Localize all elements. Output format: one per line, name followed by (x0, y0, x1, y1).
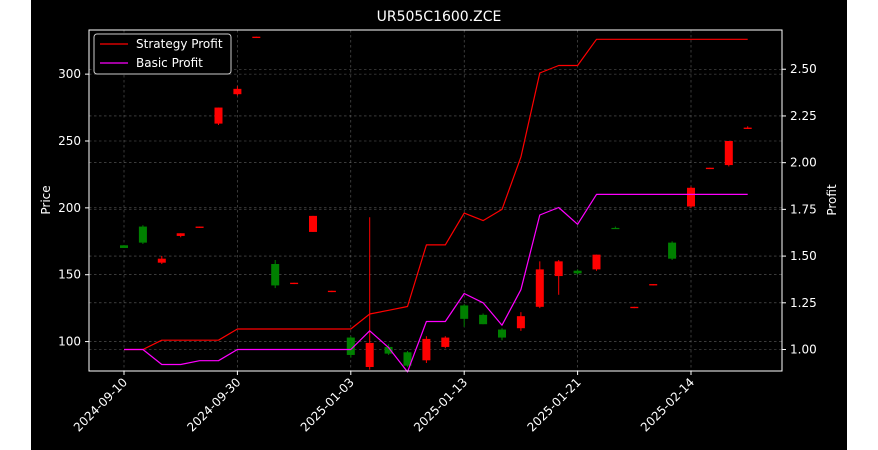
right-tick-label: 1.00 (790, 343, 817, 357)
candle-body (176, 233, 185, 236)
candle-body (498, 329, 506, 338)
candle-body (233, 88, 242, 95)
candle-body (384, 346, 393, 354)
left-tick-label: 300 (58, 67, 81, 81)
candle-body (195, 226, 204, 228)
right-tick-label: 1.75 (790, 202, 817, 216)
figure-background (31, 0, 847, 450)
legend-basic-label: Basic Profit (136, 56, 203, 70)
candle-body (271, 264, 280, 286)
left-tick-label: 150 (58, 268, 81, 282)
candle-body (214, 107, 223, 124)
candle-body (687, 187, 695, 207)
candle-body (422, 338, 431, 361)
candle-body (157, 258, 166, 263)
right-tick-label: 1.25 (790, 296, 817, 310)
candle-body (649, 284, 658, 286)
basic-profit-line (124, 193, 748, 373)
candle-body (327, 290, 336, 293)
candle-body (592, 254, 601, 270)
candle-body (668, 242, 677, 259)
candle-body (441, 337, 450, 347)
left-price-axis: 100 150 200 250 300 (58, 67, 89, 349)
y-axis-label-right: Profit (825, 184, 839, 216)
strategy-profit-line (124, 38, 748, 351)
right-tick-label: 2.25 (790, 109, 817, 123)
candle-body (120, 245, 128, 248)
right-tick-label: 2.00 (790, 156, 817, 170)
candle-body (516, 316, 525, 329)
candles (120, 36, 752, 370)
grid-lines (89, 30, 782, 371)
candle-body (403, 352, 412, 366)
plot-frame (88, 29, 783, 372)
right-tick-label: 1.50 (790, 249, 817, 263)
profit-lines (124, 38, 748, 373)
candle-body (460, 305, 469, 319)
candle-body (138, 226, 147, 243)
candle-body (705, 167, 714, 170)
left-tick-label: 200 (58, 201, 81, 215)
left-tick-label: 100 (58, 335, 81, 349)
candle-body (346, 337, 355, 355)
legend: Strategy Profit Basic Profit (93, 33, 232, 75)
y-axis-label-left: Price (39, 185, 53, 214)
candle-body (252, 36, 261, 39)
candle-body (535, 269, 544, 307)
candle-body (365, 342, 374, 367)
candle-body (479, 314, 488, 325)
candle-body (724, 140, 733, 166)
candle-body (573, 270, 582, 274)
legend-strategy-label: Strategy Profit (136, 37, 223, 51)
left-tick-label: 250 (58, 134, 81, 148)
chart-title: UR505C1600.ZCE (377, 9, 502, 25)
right-tick-label: 2.50 (790, 62, 817, 76)
candle-body (611, 227, 620, 230)
right-profit-axis: 1.00 1.25 1.50 1.75 2.00 2.25 2.50 (782, 62, 817, 357)
candle-body (554, 261, 563, 277)
candle-body (743, 127, 752, 129)
candle-body (290, 282, 299, 285)
legend-box (93, 33, 232, 75)
candle-body (630, 306, 639, 309)
candle-body (309, 215, 317, 232)
